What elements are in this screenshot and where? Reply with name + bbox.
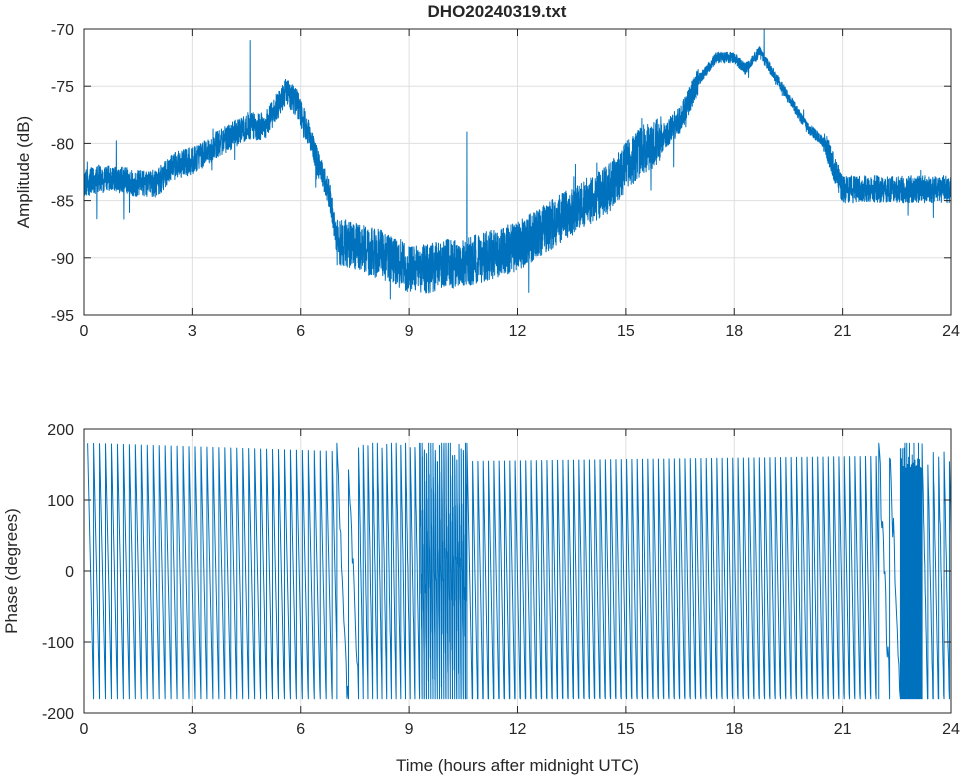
x-tick-label: 15 [617,721,635,738]
y-tick-label: -80 [51,136,74,153]
y-tick-label: 200 [47,422,74,439]
amplitude-panel: 0 3 6 9 12 15 18 21 24 -95 -90 -85 -80 -75 -70 Amplitud… [14,22,960,340]
x-tick-label: 0 [80,323,89,340]
x-tick-label: 12 [509,323,527,340]
y-axis-label: Amplitude (dB) [14,116,33,228]
phase-panel: 0 3 6 9 12 15 18 21 24 -200 -100 0 100 200 Phase (degr… [2,422,960,775]
x-tick-label: 9 [405,721,414,738]
x-tick-label: 15 [617,323,635,340]
x-tick-label: 12 [509,721,527,738]
y-tick-label: -90 [51,251,74,268]
y-tick-label: -70 [51,22,74,39]
x-tick-label: 18 [725,721,743,738]
series-line [87,442,952,700]
x-tick-label: 9 [405,323,414,340]
y-tick-label: 0 [65,564,74,581]
x-tick-label: 24 [942,721,960,738]
x-tick-label: 21 [834,721,852,738]
chart-title: DHO20240319.txt [428,2,567,21]
x-tick-label: 0 [80,721,89,738]
y-tick-label: -100 [42,635,74,652]
x-tick-label: 24 [942,323,960,340]
y-tick-label: -75 [51,79,74,96]
y-tick-label: -85 [51,194,74,211]
x-tick-label: 3 [188,721,197,738]
x-axis-label: Time (hours after midnight UTC) [396,756,639,775]
y-tick-label: -200 [42,706,74,723]
x-tick-label: 21 [834,323,852,340]
y-axis-label: Phase (degrees) [2,508,21,634]
x-tick-label: 18 [725,323,743,340]
x-tick-label: 3 [188,323,197,340]
series-line [83,28,952,300]
x-tick-label: 6 [296,721,305,738]
x-tick-label: 6 [296,323,305,340]
y-tick-label: -95 [51,308,74,325]
y-tick-label: 100 [47,493,74,510]
